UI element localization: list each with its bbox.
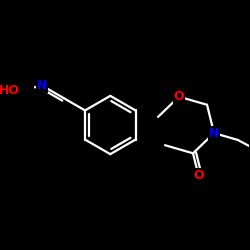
Text: O: O	[174, 90, 184, 103]
Text: HO: HO	[0, 84, 20, 97]
Text: O: O	[193, 168, 204, 181]
Text: N: N	[37, 79, 48, 92]
Text: N: N	[209, 126, 219, 140]
